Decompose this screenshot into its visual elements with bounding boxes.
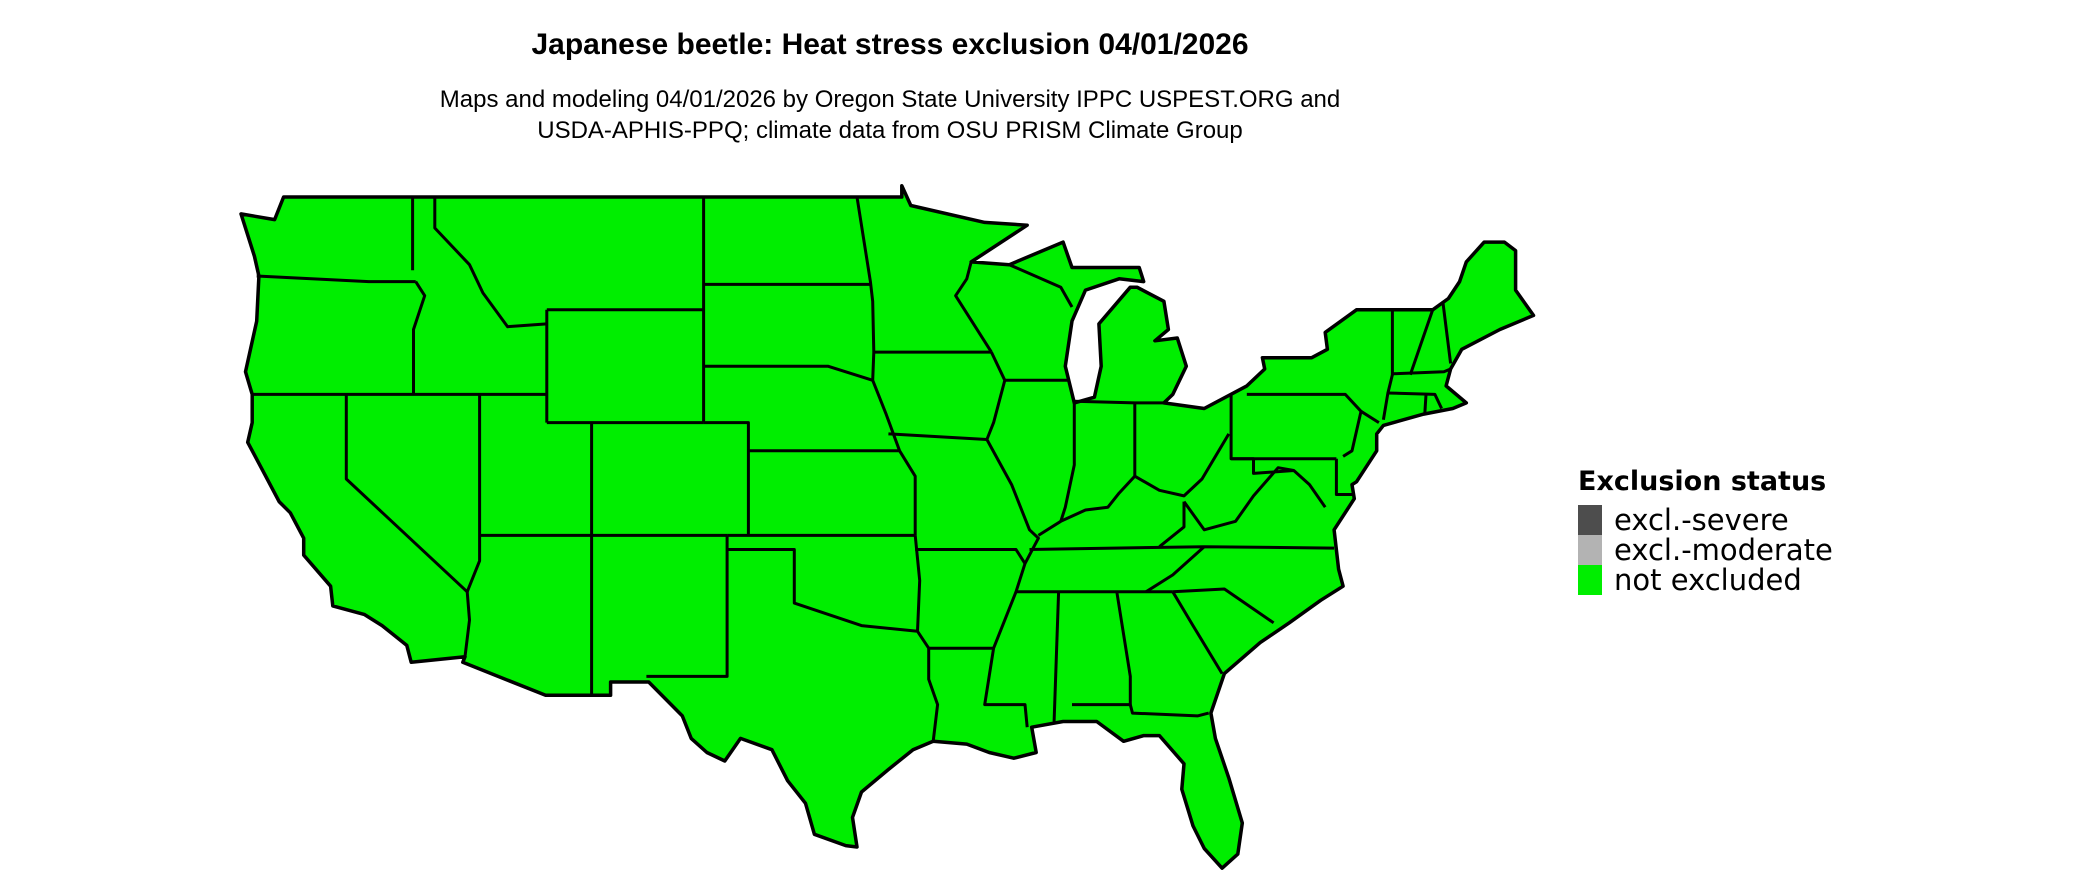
state-border (1360, 410, 1380, 424)
conus-outline (239, 183, 1536, 870)
state-border (1392, 367, 1452, 376)
state-border (1381, 309, 1394, 421)
state-border (703, 421, 750, 536)
state-border (256, 274, 416, 284)
state-border (983, 351, 1040, 728)
state-border (1182, 466, 1295, 532)
legend-label: excl.-moderate (1614, 533, 1833, 567)
map-title: Japanese beetle: Heat stress exclusion 0… (531, 28, 1249, 61)
legend-swatch (1578, 505, 1602, 535)
state-border (1074, 399, 1164, 405)
state-border (1334, 458, 1354, 496)
state-border (463, 591, 471, 657)
state-border (888, 432, 987, 441)
state-border (433, 197, 547, 329)
state-border (1158, 501, 1186, 548)
legend: Exclusion status excl.-severe excl.-mode… (1578, 466, 1833, 595)
legend-swatch (1578, 535, 1602, 565)
state-border (855, 196, 917, 536)
state-border (1408, 309, 1435, 376)
legend-title: Exclusion status (1578, 466, 1827, 497)
state-border (412, 280, 427, 395)
state-border (1423, 394, 1428, 415)
legend-swatch (1578, 565, 1602, 595)
state-border (1052, 591, 1061, 722)
state-border (1145, 545, 1206, 594)
state-border (1171, 591, 1224, 675)
state-border (703, 364, 874, 382)
legend-label: not excluded (1614, 563, 1802, 597)
legend-item-not-excluded: not excluded (1578, 565, 1833, 595)
state-border (646, 535, 729, 678)
state-border (954, 261, 993, 353)
state-border (344, 394, 469, 593)
state-border (1008, 263, 1074, 308)
state-border (1231, 457, 1327, 509)
state-border (1037, 433, 1231, 537)
state-border (465, 394, 482, 593)
state-border (1172, 587, 1275, 625)
map-subtitle-line-1: Maps and modeling 04/01/2026 by Oregon S… (439, 86, 1341, 113)
state-border (915, 548, 1027, 565)
state-border (1059, 402, 1076, 522)
state-border (1387, 391, 1443, 410)
legend-item-severe: excl.-severe (1578, 505, 1833, 535)
legend-label: excl.-severe (1614, 503, 1789, 537)
legend-item-moderate: excl.-moderate (1578, 535, 1833, 565)
state-border (1115, 591, 1132, 705)
map-subtitle-line-2: USDA-APHIS-PPQ; climate data from OSU PR… (537, 117, 1243, 144)
state-border (1072, 703, 1210, 718)
state-border (1441, 301, 1453, 364)
